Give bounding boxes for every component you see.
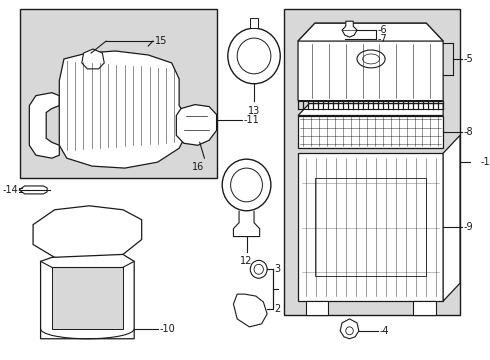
Text: -14: -14 (2, 185, 18, 195)
Text: 3: 3 (274, 264, 281, 274)
Polygon shape (33, 206, 142, 261)
Text: -6: -6 (378, 25, 387, 35)
Polygon shape (306, 301, 328, 315)
Polygon shape (82, 49, 104, 69)
Polygon shape (340, 319, 359, 339)
Polygon shape (59, 51, 186, 168)
Polygon shape (176, 105, 217, 145)
Ellipse shape (357, 50, 385, 68)
Bar (315, 178, 426, 276)
Circle shape (228, 28, 280, 84)
Polygon shape (41, 255, 134, 339)
Text: 15: 15 (155, 36, 167, 46)
Polygon shape (298, 104, 443, 116)
Text: 2: 2 (274, 304, 281, 314)
Polygon shape (443, 135, 460, 301)
Text: -11: -11 (244, 116, 260, 126)
Text: -5: -5 (464, 54, 473, 64)
Text: -4: -4 (379, 326, 389, 336)
Circle shape (222, 159, 271, 211)
Bar (298, 153, 443, 301)
Text: -8: -8 (464, 127, 473, 137)
Bar (298, 116, 443, 148)
Text: 13: 13 (248, 105, 260, 116)
Polygon shape (342, 21, 357, 37)
Polygon shape (298, 23, 443, 100)
Circle shape (250, 260, 267, 278)
Polygon shape (233, 294, 267, 327)
Bar (20, 9, 217, 178)
Text: -10: -10 (159, 324, 175, 334)
Bar (284, 9, 460, 315)
Text: 16: 16 (192, 162, 204, 172)
Text: -9: -9 (464, 222, 473, 232)
Text: -1: -1 (481, 157, 490, 167)
Text: -7: -7 (378, 34, 388, 44)
Bar (52, 267, 123, 329)
Polygon shape (250, 18, 258, 28)
Polygon shape (413, 301, 436, 315)
Text: 12: 12 (241, 256, 253, 266)
Polygon shape (298, 23, 443, 41)
Polygon shape (29, 93, 59, 158)
Polygon shape (19, 186, 47, 194)
